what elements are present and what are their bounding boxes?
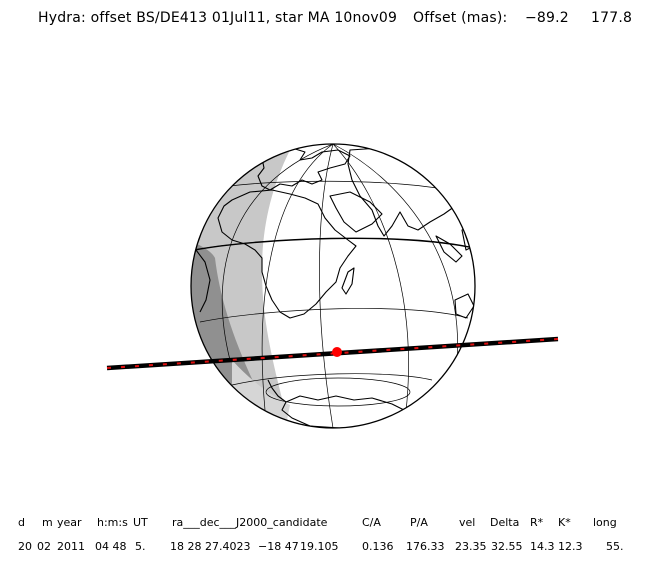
antarctic-circle xyxy=(265,377,411,407)
val-ra: 18 28 27.4023 xyxy=(170,540,251,553)
event-table: d m year h:m:s UT ra___dec___J2000_candi… xyxy=(0,516,645,560)
val-month: 02 xyxy=(37,540,51,553)
star-position-dot xyxy=(332,347,342,357)
val-pa: 176.33 xyxy=(406,540,445,553)
val-sec: 5. xyxy=(135,540,146,553)
australia-outline xyxy=(454,293,475,319)
val-vel: 23.35 xyxy=(455,540,487,553)
south-america-outline xyxy=(195,249,211,313)
madagascar-outline xyxy=(341,267,355,295)
val-hm: 04 48 xyxy=(95,540,127,553)
val-long: 55. xyxy=(606,540,624,553)
plot-title: Hydra: offset BS/DE413 01Jul11, star MA … xyxy=(0,10,645,30)
meridian-line xyxy=(319,144,334,428)
val-year: 2011 xyxy=(57,540,85,553)
parallel-line xyxy=(231,373,433,386)
title-text: Hydra: offset BS/DE413 01Jul11, star MA … xyxy=(38,10,398,26)
val-kstar: 12.3 xyxy=(558,540,583,553)
parallel-line xyxy=(199,308,469,323)
col-vel: vel xyxy=(459,516,476,529)
col-rstar: R* xyxy=(530,516,544,529)
val-rstar: 14.3 xyxy=(530,540,555,553)
col-kstar: K* xyxy=(558,516,571,529)
equator-line xyxy=(193,237,475,251)
val-dec-sec: 19.105 xyxy=(300,540,339,553)
col-month: m xyxy=(42,516,53,529)
arabia-outline xyxy=(329,191,383,233)
col-ut: UT xyxy=(133,516,148,529)
val-ca: 0.136 xyxy=(362,540,394,553)
globe-outline xyxy=(190,143,476,429)
europe-outline xyxy=(257,147,351,191)
col-ca: C/A xyxy=(362,516,381,529)
offset-x-value: −89.2 xyxy=(525,10,569,26)
val-delta: 32.55 xyxy=(491,540,523,553)
sumatra-outline xyxy=(435,235,463,263)
col-day: d xyxy=(18,516,25,529)
meridian-line xyxy=(261,144,334,411)
col-hms: h:m:s xyxy=(97,516,128,529)
col-pa: P/A xyxy=(410,516,428,529)
col-delta: Delta xyxy=(490,516,520,529)
antarctic-peninsula-outline xyxy=(267,379,287,403)
col-year: year xyxy=(57,516,82,529)
val-dec: −18 47 xyxy=(258,540,299,553)
meridian-line xyxy=(332,144,409,421)
col-long: long xyxy=(593,516,617,529)
val-day: 20 xyxy=(18,540,32,553)
offset-label: Offset (mas): xyxy=(413,10,508,26)
col-radec: ra___dec___J2000_candidate xyxy=(172,516,328,529)
offset-y-value: 177.8 xyxy=(591,10,633,26)
africa-outline xyxy=(217,189,357,319)
